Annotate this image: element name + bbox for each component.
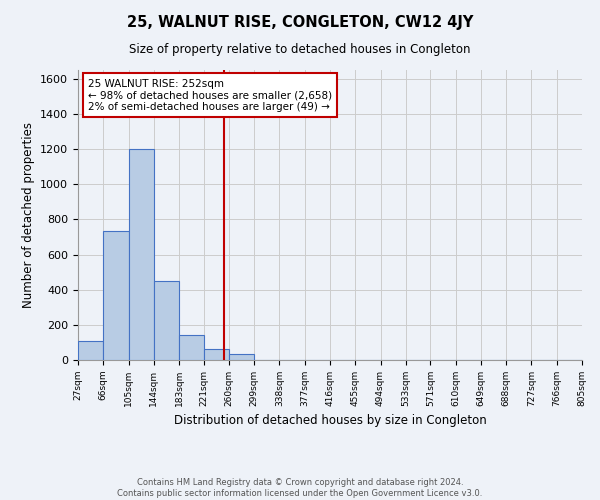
Bar — [78, 340, 103, 360]
Text: Contains HM Land Registry data © Crown copyright and database right 2024.
Contai: Contains HM Land Registry data © Crown c… — [118, 478, 482, 498]
Bar — [103, 231, 128, 360]
Text: 25 WALNUT RISE: 252sqm
← 98% of detached houses are smaller (2,658)
2% of semi-d: 25 WALNUT RISE: 252sqm ← 98% of detached… — [88, 78, 332, 112]
Bar — [229, 354, 254, 360]
Bar — [203, 350, 229, 360]
Bar — [154, 281, 179, 360]
Text: Size of property relative to detached houses in Congleton: Size of property relative to detached ho… — [129, 42, 471, 56]
Bar — [128, 149, 154, 360]
Bar — [179, 334, 203, 360]
X-axis label: Distribution of detached houses by size in Congleton: Distribution of detached houses by size … — [173, 414, 487, 428]
Text: 25, WALNUT RISE, CONGLETON, CW12 4JY: 25, WALNUT RISE, CONGLETON, CW12 4JY — [127, 15, 473, 30]
Y-axis label: Number of detached properties: Number of detached properties — [22, 122, 35, 308]
